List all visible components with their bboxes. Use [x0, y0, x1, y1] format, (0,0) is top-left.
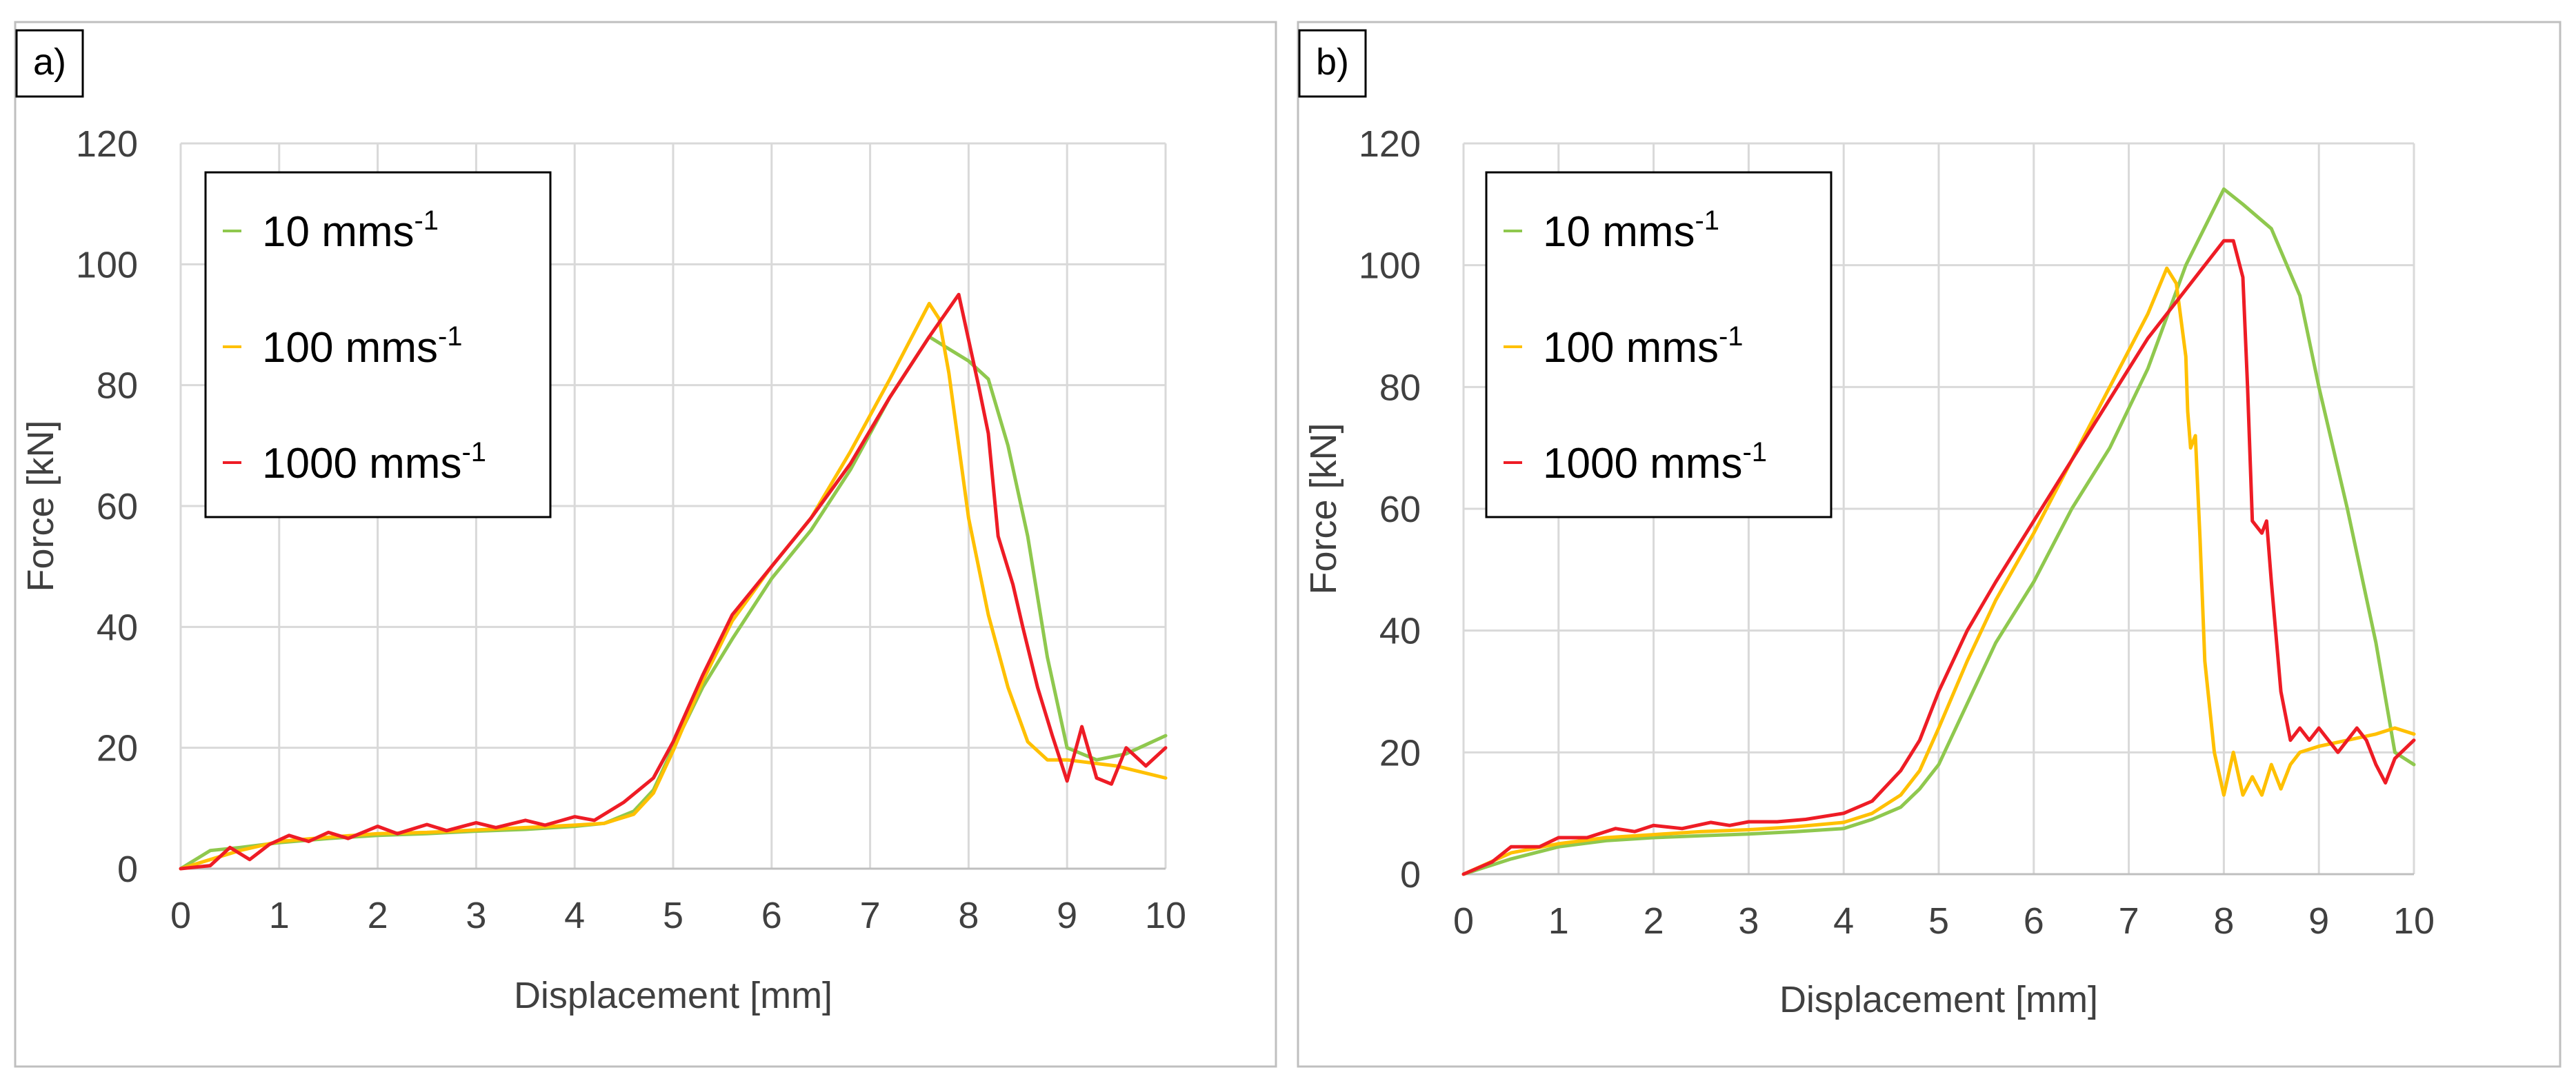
y-tick-label: 20 [97, 728, 138, 769]
series-line-1 [179, 301, 1168, 871]
legend-label: 10 mms [1543, 208, 1695, 256]
x-tick-label: 2 [1644, 900, 1664, 942]
svg-text:1000 mms-1: 1000 mms-1 [1543, 437, 1767, 487]
x-tick-label: 3 [466, 895, 486, 936]
y-tick-label: 120 [1359, 123, 1421, 165]
legend-label: 10 mms [262, 208, 414, 256]
y-tick-label: 100 [76, 244, 138, 285]
y-tick-label: 100 [1359, 245, 1421, 287]
svg-text:10 mms-1: 10 mms-1 [1543, 205, 1719, 256]
series-line-0 [179, 335, 1168, 871]
x-axis-label: Displacement [mm] [1779, 979, 2098, 1020]
legend-item: 100 mms-1 [1504, 321, 1744, 372]
legend-label: 100 mms [1543, 324, 1719, 372]
legend-item: 10 mms-1 [223, 205, 439, 256]
legend-superscript: -1 [461, 437, 486, 467]
series-lines [179, 292, 1168, 871]
x-tick-label: 7 [2119, 900, 2139, 942]
series-lines [1461, 187, 2416, 876]
y-tick-label: 60 [1379, 489, 1421, 530]
legend-label: 1000 mms [262, 440, 461, 487]
x-tick-label: 9 [2308, 900, 2329, 942]
x-tick-label: 9 [1057, 895, 1077, 936]
panel-border [1297, 21, 2562, 1068]
y-axis-label: Force [kN] [20, 420, 61, 592]
legend: 10 mms-1 100 mms-1 1000 mms-1 [1485, 171, 1833, 518]
svg-text:1000 mms-1: 1000 mms-1 [262, 437, 486, 487]
panel-label: a) [33, 41, 66, 83]
svg-text:100 mms-1: 100 mms-1 [1543, 321, 1744, 372]
panel-label-box [1298, 29, 1367, 98]
x-tick-label: 3 [1738, 900, 1759, 942]
y-tick-label: 0 [117, 849, 138, 890]
legend-box [204, 171, 552, 518]
x-tick-label: 4 [564, 895, 585, 936]
y-tick-label: 60 [97, 486, 138, 527]
legend-item: 1000 mms-1 [1504, 437, 1767, 487]
y-tick-label: 120 [76, 123, 138, 165]
x-tick-label: 5 [1928, 900, 1949, 942]
x-tick-label: 1 [269, 895, 290, 936]
x-tick-label: 1 [1548, 900, 1569, 942]
legend-superscript: -1 [1742, 437, 1767, 467]
series-line-2 [1461, 239, 2416, 876]
y-tick-label: 40 [97, 607, 138, 648]
y-tick-label: 0 [1400, 854, 1421, 896]
x-tick-label: 6 [761, 895, 782, 936]
legend-item: 100 mms-1 [223, 321, 463, 372]
x-tick-label: 6 [2024, 900, 2044, 942]
panel-label: b) [1316, 41, 1349, 83]
legend-superscript: -1 [414, 205, 439, 236]
svg-text:10 mms-1: 10 mms-1 [262, 205, 439, 256]
x-tick-label: 8 [958, 895, 979, 936]
legend-item: 10 mms-1 [1504, 205, 1719, 256]
legend-label: 1000 mms [1543, 440, 1742, 487]
x-tick-label: 5 [663, 895, 683, 936]
legend-superscript: -1 [438, 321, 463, 352]
series-line-2 [179, 292, 1168, 871]
y-tick-label: 40 [1379, 611, 1421, 652]
panel-border [14, 21, 1277, 1068]
x-tick-label: 8 [2213, 900, 2234, 942]
x-tick-label: 4 [1833, 900, 1854, 942]
x-tick-label: 10 [2393, 900, 2435, 942]
x-tick-label: 0 [1453, 900, 1474, 942]
legend-box [1485, 171, 1833, 518]
legend-superscript: -1 [1695, 205, 1719, 236]
legend-item: 1000 mms-1 [223, 437, 486, 487]
x-axis-label: Displacement [mm] [514, 975, 832, 1016]
x-tick-label: 2 [368, 895, 388, 936]
panel-label-box [15, 29, 84, 98]
y-axis-label: Force [kN] [1303, 423, 1344, 594]
legend-superscript: -1 [1719, 321, 1744, 352]
x-tick-label: 7 [860, 895, 881, 936]
y-tick-label: 20 [1379, 732, 1421, 774]
series-line-1 [1461, 266, 2416, 876]
svg-text:100 mms-1: 100 mms-1 [262, 321, 463, 372]
series-line-0 [1461, 187, 2416, 876]
y-tick-label: 80 [1379, 367, 1421, 408]
legend: 10 mms-1 100 mms-1 1000 mms-1 [204, 171, 552, 518]
x-tick-label: 10 [1145, 895, 1186, 936]
y-tick-label: 80 [97, 365, 138, 407]
x-tick-label: 0 [170, 895, 191, 936]
legend-label: 100 mms [262, 324, 438, 372]
